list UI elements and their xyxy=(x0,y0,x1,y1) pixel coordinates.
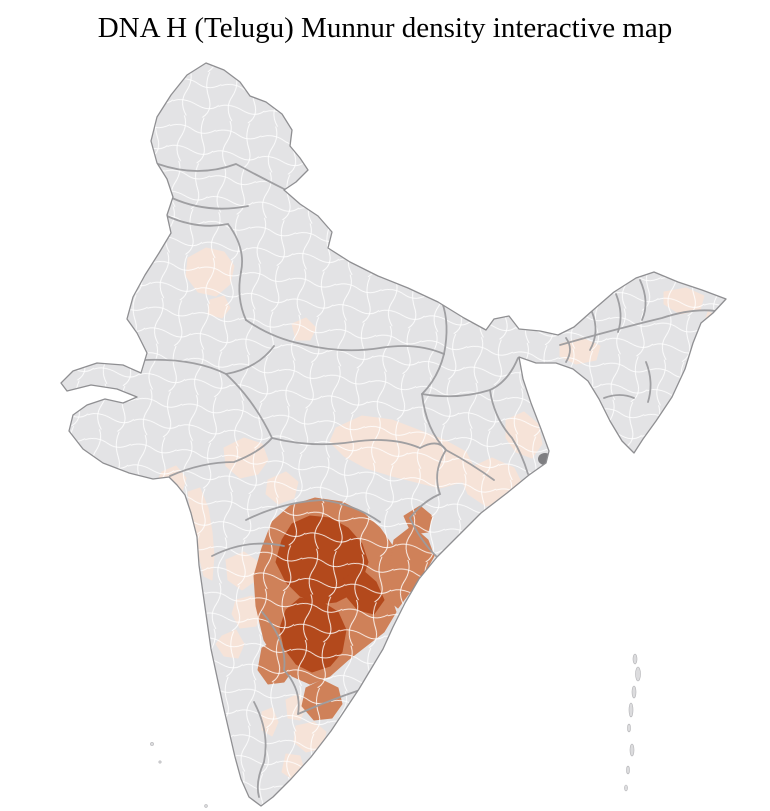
state-boundaries xyxy=(143,163,717,798)
page-title: DNA H (Telugu) Munnur density interactiv… xyxy=(97,12,673,44)
district-boundaries-mesh xyxy=(61,63,726,806)
lakshadweep-islands[interactable] xyxy=(150,742,208,808)
andaman-nicobar-islands[interactable] xyxy=(624,653,641,792)
